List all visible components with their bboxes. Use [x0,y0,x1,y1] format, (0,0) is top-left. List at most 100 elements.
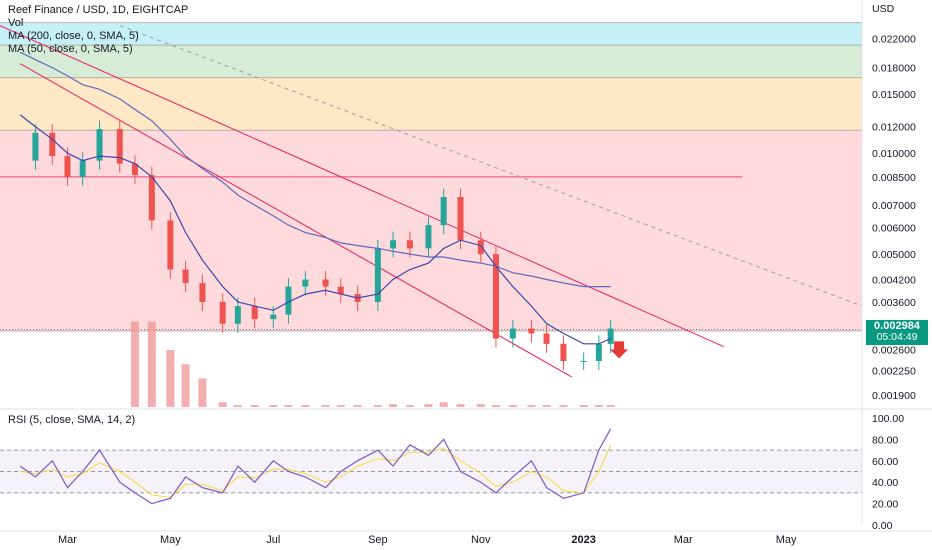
candle-body [79,160,86,177]
volume-bar [527,405,536,407]
price-tick-label: 0.002600 [872,344,916,356]
time-tick-label: Nov [471,534,491,546]
candle-body [199,283,206,302]
candle-body [64,156,71,177]
rsi-tick-label: 40.00 [872,477,898,489]
chart-legend: Reef Finance / USD, 1D, EIGHTCAP Vol MA … [8,4,188,56]
candle-body [492,254,499,339]
time-tick-label: 2023 [571,534,595,546]
price-tick-label: 0.008500 [872,172,916,184]
candle-body [595,343,602,361]
volume-bar [218,402,227,407]
volume-bar [594,405,603,407]
candle-body [406,240,413,249]
candle-body [509,328,516,339]
candle-body [167,220,174,270]
candle-body [32,132,39,161]
volume-bar [301,405,310,407]
time-tick-label: Jul [266,534,280,546]
volume-bars [130,321,615,407]
rsi-panel [0,408,932,505]
price-tick-label: 0.002250 [872,365,916,377]
time-tick-label: May [160,534,181,546]
rsi-tick-label: 20.00 [872,499,898,511]
time-tick-label: May [776,534,797,546]
price-tick-label: 0.012000 [872,122,916,134]
ma50-line [19,114,611,345]
rsi-line [19,428,612,505]
candle-body [390,240,397,249]
price-tick-label: 0.006000 [872,223,916,235]
rsi-signal-line [20,444,612,498]
candle-body [219,301,226,324]
volume-bar [606,405,615,407]
volume-bar [559,405,568,407]
price-tick-label: 0.010000 [872,148,916,160]
candle-body [607,328,614,344]
lower-trendline [19,63,573,378]
price-tick-label: 0.003600 [872,297,916,309]
candle-body [270,314,277,320]
volume-bar [269,405,278,407]
candle-body [528,328,535,334]
rsi-tick-label: 80.00 [872,434,898,446]
volume-bar [508,405,517,407]
price-tick-label: 0.001900 [872,390,916,402]
upper-trendline [0,25,724,348]
volume-bar [456,404,465,407]
legend-vol[interactable]: Vol [8,17,24,29]
sell-arrow-icon [610,341,629,359]
time-tick-label: Mar [674,534,693,546]
price-tick-label: 0.004200 [872,274,916,286]
volume-bar [250,405,259,407]
rsi-tick-label: 60.00 [872,456,898,468]
price-tick-label: 0.022000 [872,33,916,45]
volume-bar [233,405,242,407]
candle-body [457,197,464,241]
fib-zone [0,45,862,78]
rsi-legend[interactable]: RSI (5, close, SMA, 14, 2) [8,414,136,426]
price-tick-label: 0.018000 [872,63,916,75]
volume-bar [491,405,500,407]
price-candles [32,120,614,371]
candle-body [96,129,103,161]
candle-body [322,279,329,287]
volume-bar [476,404,485,407]
candle-body [425,225,432,249]
price-axis: USD 0.022000 0.018000 0.015000 0.012000 0.010… [861,0,916,532]
current-price: 0.002984 [874,320,920,332]
candle-body [477,240,484,255]
volume-bar [284,405,293,407]
price-axis-currency: USD [872,3,895,15]
volume-bar [389,404,398,407]
legend-ma200[interactable]: MA (200, close, 0, SMA, 5) [8,30,139,42]
candle-body [560,343,567,361]
candle-body [148,175,155,221]
volume-bar [147,321,156,407]
time-tick-label: Mar [58,534,77,546]
volume-bar [439,402,448,407]
candle-body [440,197,447,226]
volume-bar [166,350,175,407]
volume-bar [321,405,330,407]
symbol-title[interactable]: Reef Finance / USD, 1D, EIGHTCAP [8,4,189,16]
time-axis: Mar May Jul Sep Nov 2023 Mar May [0,530,932,546]
fib-zone [0,77,862,131]
candle-body [116,129,123,164]
candle-body [580,360,587,362]
volume-bar [198,378,207,407]
volume-bar [130,321,139,407]
volume-bar [336,405,345,407]
trendlines [0,25,863,378]
price-tick-label: 0.005000 [872,249,916,261]
volume-bar [579,405,588,407]
volume-bar [181,364,190,407]
legend-ma50[interactable]: MA (50, close, 0, SMA, 5) [8,43,133,55]
rsi-tick-label: 100.00 [872,413,904,425]
candle-body [131,163,138,176]
candle-body [302,279,309,287]
current-price-badge: 0.002984 05:04:49 [866,320,928,345]
time-tick-label: Sep [368,534,388,546]
candle-body [182,269,189,284]
